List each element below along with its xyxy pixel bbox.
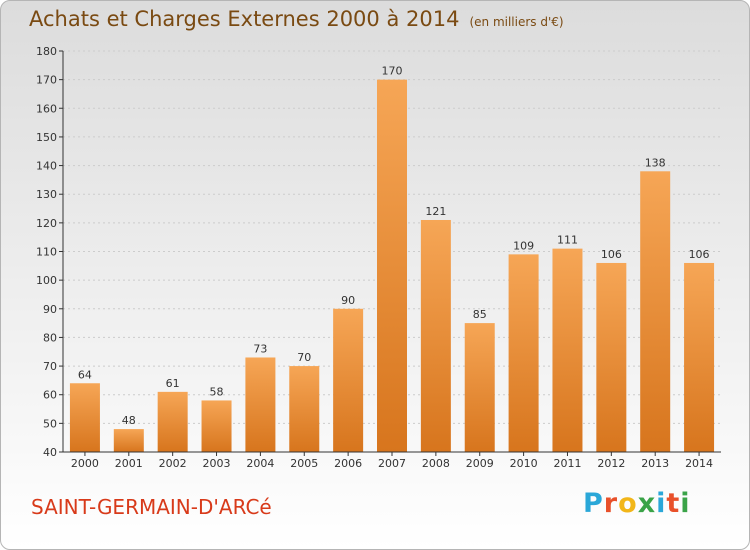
bar-2002 [157, 391, 188, 452]
y-tick-label: 60 [43, 389, 57, 402]
chart-title: Achats et Charges Externes 2000 à 2014 [29, 7, 460, 31]
data-label: 58 [210, 385, 224, 398]
data-label: 85 [473, 308, 487, 321]
bar-2010 [508, 254, 539, 452]
data-label: 111 [557, 234, 578, 247]
data-label: 48 [122, 414, 136, 427]
x-tick-label: 2001 [115, 457, 143, 470]
y-tick-label: 90 [43, 303, 57, 316]
logo-letter: P [583, 488, 604, 519]
logo-letter: o [618, 488, 638, 519]
title-row: Achats et Charges Externes 2000 à 2014 (e… [29, 7, 564, 31]
x-tick-label: 2013 [641, 457, 669, 470]
y-tick-label: 130 [36, 188, 57, 201]
data-label: 61 [166, 377, 180, 390]
bar-2004 [245, 357, 276, 452]
logo-letter: t [666, 488, 681, 519]
y-tick-label: 80 [43, 331, 57, 344]
x-tick-label: 2012 [597, 457, 625, 470]
x-tick-label: 2005 [290, 457, 318, 470]
x-tick-label: 2010 [510, 457, 538, 470]
bar-2000 [69, 383, 100, 452]
x-tick-label: 2007 [378, 457, 406, 470]
y-tick-label: 100 [36, 274, 57, 287]
proxiti-logo[interactable]: Proxiti [583, 488, 691, 519]
data-label: 106 [689, 248, 710, 261]
y-tick-label: 50 [43, 417, 57, 430]
y-tick-label: 150 [36, 131, 57, 144]
logo-letter: i [680, 488, 691, 519]
bar-2001 [113, 429, 144, 452]
y-tick-label: 180 [36, 45, 57, 58]
data-label: 73 [253, 342, 267, 355]
x-tick-label: 2011 [553, 457, 581, 470]
data-label: 138 [645, 156, 666, 169]
data-label: 64 [78, 368, 92, 381]
x-tick-label: 2000 [71, 457, 99, 470]
bar-2014 [684, 262, 715, 452]
axes [59, 50, 721, 456]
data-label: 109 [513, 239, 534, 252]
bar-2003 [201, 400, 232, 452]
chart-subtitle: (en milliers d'€) [469, 15, 564, 29]
data-label: 106 [601, 248, 622, 261]
bar-2006 [333, 308, 364, 452]
labels: 40 50 60 70 80 90 100 110 120 130 140 150 160 170 180 2… [36, 45, 713, 470]
data-label: 121 [425, 205, 446, 218]
bar-2007 [377, 79, 407, 453]
y-tick-label: 170 [36, 74, 57, 87]
y-tick-label: 70 [43, 360, 57, 373]
data-label: 170 [382, 65, 403, 78]
data-label: 90 [341, 294, 355, 307]
bar-2012 [596, 262, 627, 452]
x-tick-label: 2003 [203, 457, 231, 470]
bar-2009 [464, 323, 495, 452]
bars [69, 79, 715, 453]
bar-2005 [289, 366, 320, 452]
y-tick-label: 40 [43, 446, 57, 459]
logo-letter: x [637, 488, 657, 519]
commune-name: SAINT-GERMAIN-D'ARCé [31, 495, 272, 519]
bar-2011 [552, 248, 583, 452]
x-tick-label: 2009 [466, 457, 494, 470]
x-tick-label: 2004 [246, 457, 274, 470]
x-tick-label: 2002 [159, 457, 187, 470]
bar-2008 [420, 219, 451, 452]
y-tick-label: 120 [36, 217, 57, 230]
y-tick-label: 110 [36, 246, 57, 259]
x-tick-label: 2006 [334, 457, 362, 470]
data-label: 70 [297, 351, 311, 364]
x-tick-label: 2014 [685, 457, 713, 470]
x-tick-label: 2008 [422, 457, 450, 470]
bar-2013 [640, 171, 671, 453]
y-tick-label: 160 [36, 102, 57, 115]
y-tick-label: 140 [36, 160, 57, 173]
logo-letter: r [603, 488, 619, 519]
logo-letter: i [656, 488, 667, 519]
